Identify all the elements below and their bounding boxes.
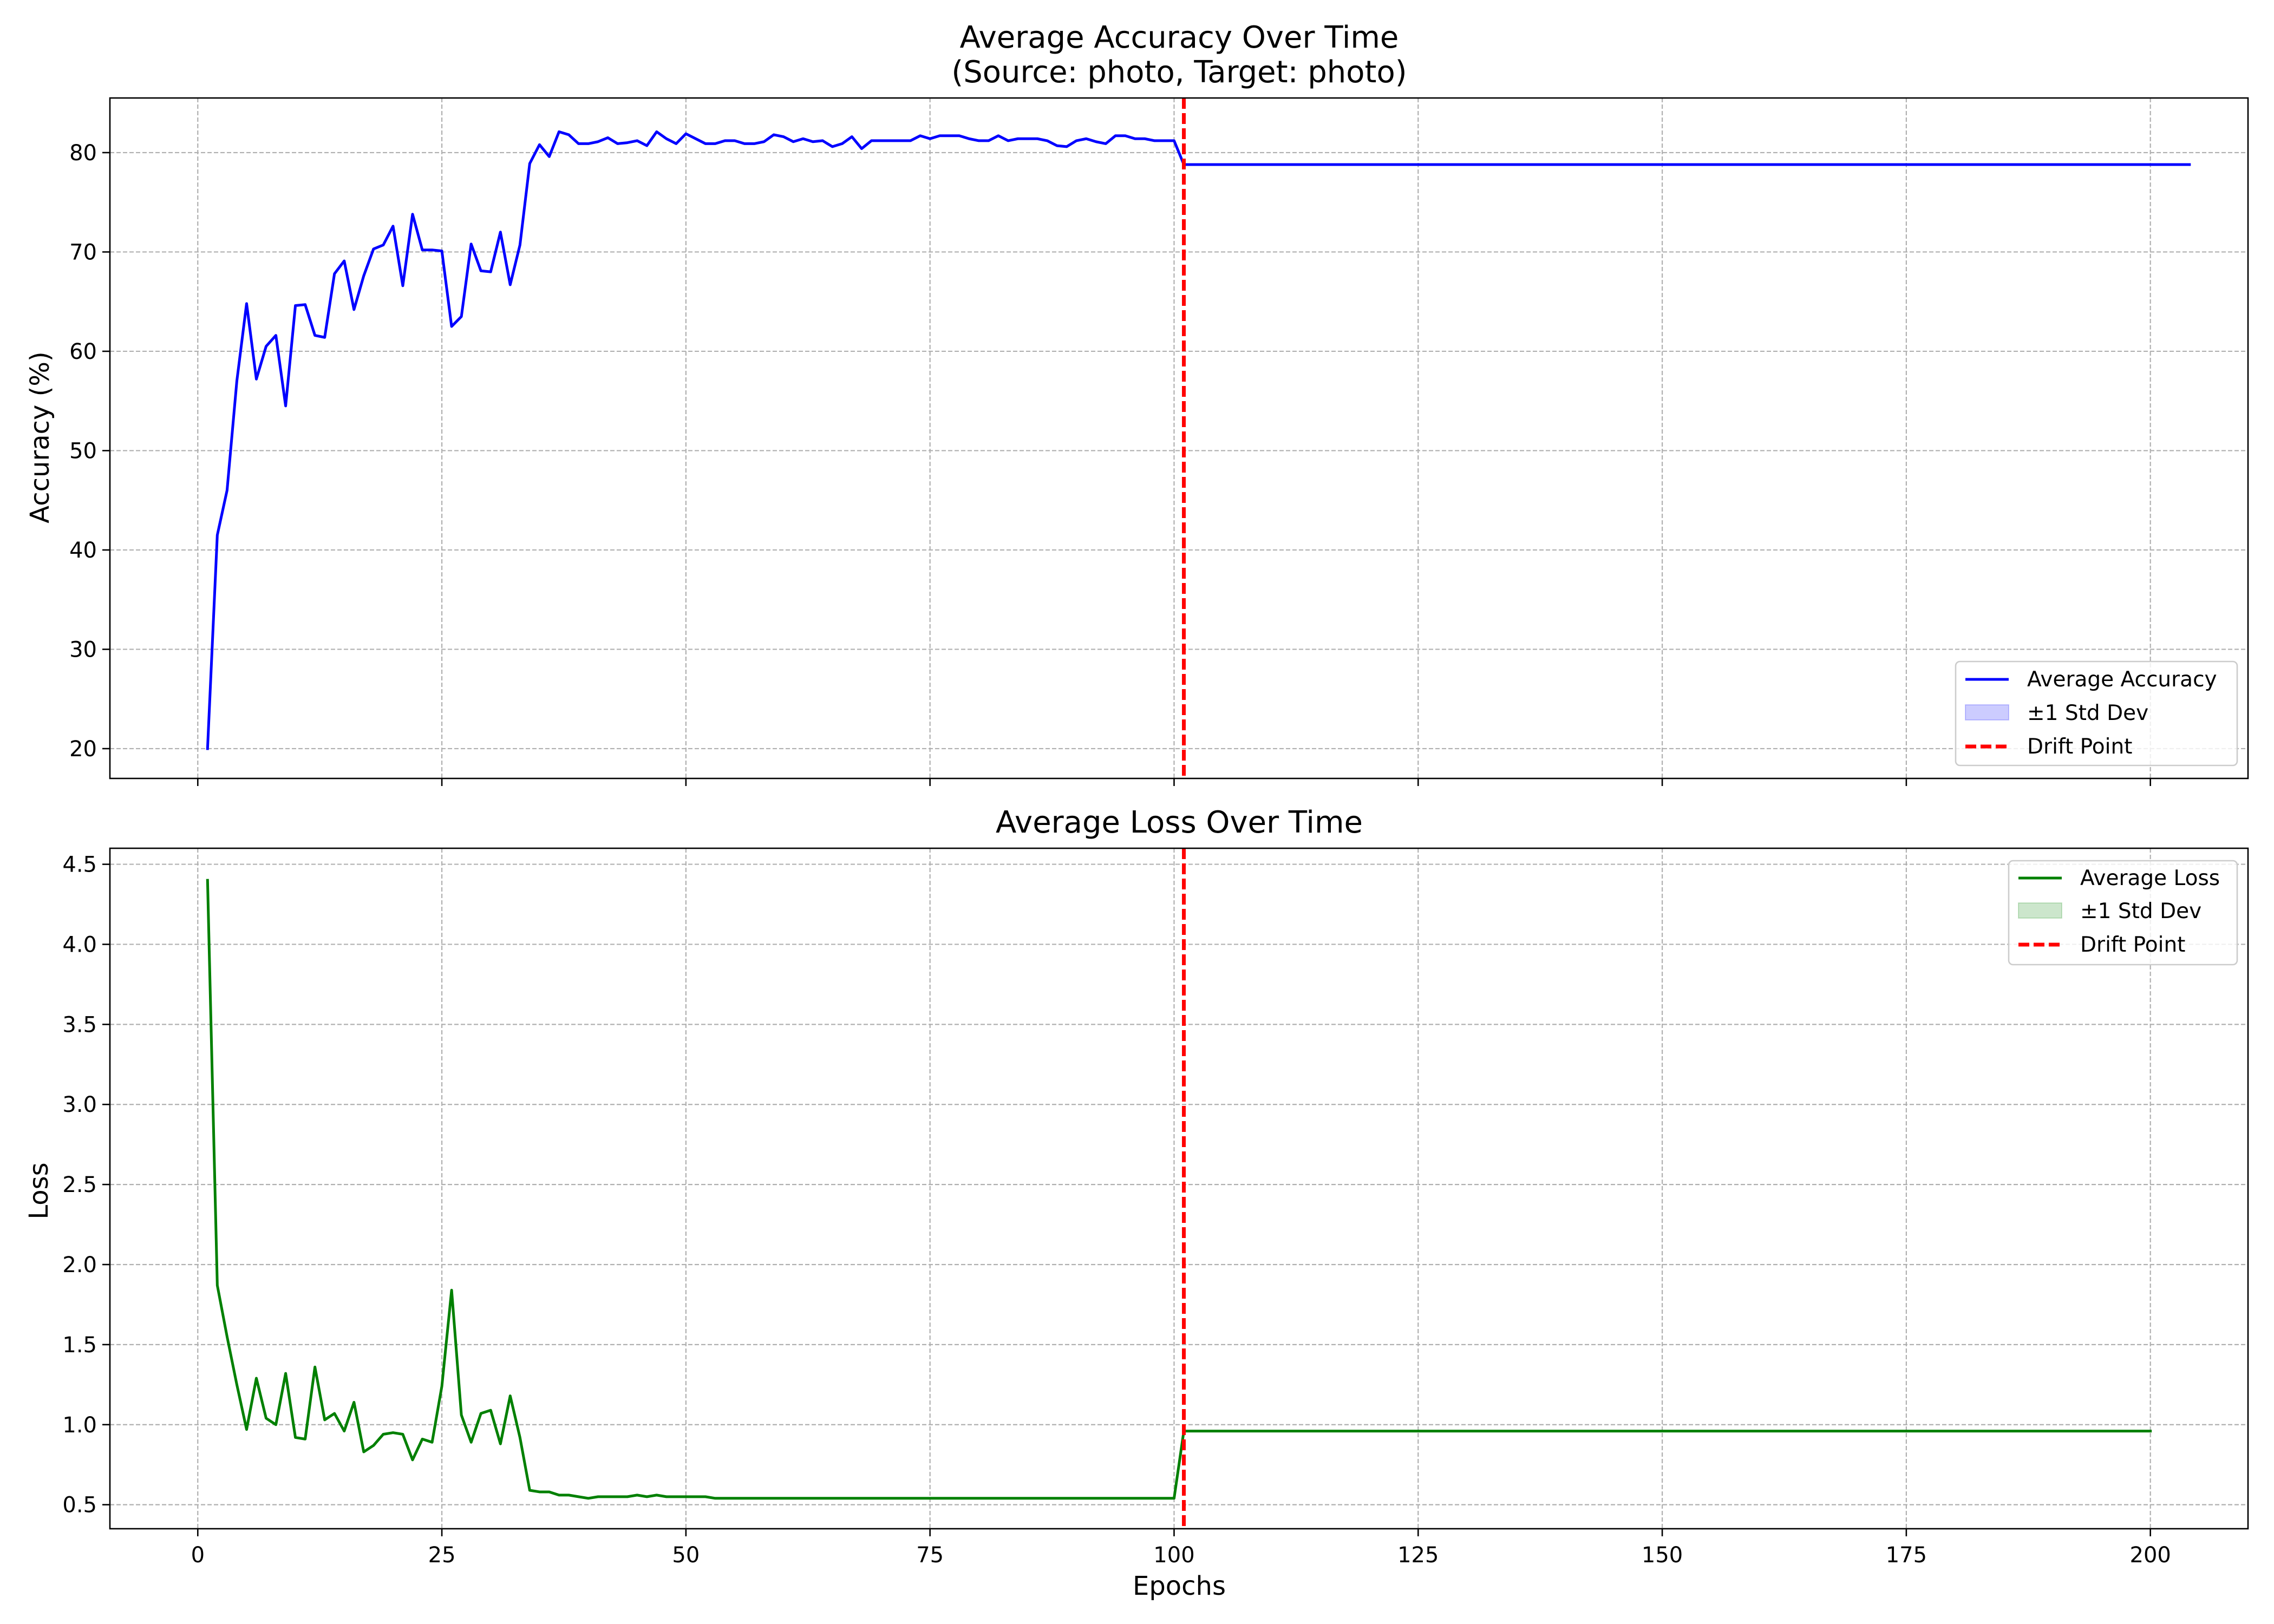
x-tick-label: 100 <box>1153 1543 1194 1568</box>
x-tick-label: 25 <box>428 1543 456 1568</box>
loss-y-tick-label: 4.0 <box>62 932 97 957</box>
accuracy-series <box>206 130 2191 750</box>
legend-accuracy-std-label: ±1 Std Dev <box>2027 701 2148 725</box>
loss-panel: 0.5 1.0 1.5 2.0 2.5 3.0 3.5 4.0 4.5 Average Loss… <box>24 805 2249 1536</box>
accuracy-axes-frame <box>109 97 2249 780</box>
x-tick-labels: 0 25 50 75 100 125 150 175 200 <box>191 1543 2171 1568</box>
loss-y-tick-label: 2.0 <box>62 1253 97 1278</box>
x-tick-label: 200 <box>2130 1543 2171 1568</box>
loss-grid <box>110 848 2248 1529</box>
accuracy-y-tick-label: 80 <box>69 141 97 166</box>
loss-legend-box <box>2008 860 2238 966</box>
accuracy-y-tick-label: 50 <box>69 438 97 463</box>
accuracy-legend-box <box>1955 660 2238 767</box>
accuracy-y-tick-label: 40 <box>69 538 97 563</box>
loss-ticks: 0.5 1.0 1.5 2.0 2.5 3.0 3.5 4.0 4.5 <box>62 853 2151 1536</box>
loss-y-tick-label: 2.5 <box>62 1173 97 1197</box>
legend-accuracy-std-swatch <box>1965 704 2009 721</box>
loss-title: Average Loss Over Time <box>996 805 1363 840</box>
x-tick-label: 0 <box>191 1543 205 1568</box>
loss-y-tick-label: 0.5 <box>62 1493 97 1518</box>
loss-axes-frame <box>109 847 2249 1530</box>
legend-loss-std-swatch <box>2018 902 2062 919</box>
x-tick-label: 125 <box>1397 1543 1439 1568</box>
legend-loss-std-label: ±1 Std Dev <box>2080 899 2201 924</box>
loss-y-tick-label: 1.5 <box>62 1333 97 1358</box>
accuracy-y-tick-label: 60 <box>69 339 97 364</box>
x-tick-label: 75 <box>916 1543 944 1568</box>
legend-average-accuracy-label: Average Accuracy <box>2027 667 2217 692</box>
loss-y-tick-label: 1.0 <box>62 1413 97 1438</box>
accuracy-legend: Average Accuracy ±1 Std Dev Drift Point <box>1955 660 2238 767</box>
accuracy-panel: 20 30 40 50 60 70 80 Average Accuracy Over Tim… <box>25 20 2249 786</box>
accuracy-y-axis-label: Accuracy (%) <box>25 351 55 523</box>
loss-y-axis-label: Loss <box>24 1162 54 1219</box>
x-tick-label: 150 <box>1642 1543 1683 1568</box>
x-axis-label: Epochs <box>1133 1571 1226 1601</box>
accuracy-y-tick-label: 20 <box>69 737 97 762</box>
accuracy-subtitle: (Source: photo, Target: photo) <box>951 55 1407 90</box>
legend-average-loss-label: Average Loss <box>2080 866 2220 890</box>
accuracy-ticks: 20 30 40 50 60 70 80 <box>69 141 2151 786</box>
legend-loss-drift-label: Drift Point <box>2080 933 2185 957</box>
x-tick-label: 50 <box>672 1543 700 1568</box>
accuracy-grid <box>110 98 2248 778</box>
x-tick-label: 175 <box>1886 1543 1927 1568</box>
loss-y-tick-label: 3.5 <box>62 1012 97 1037</box>
accuracy-y-tick-label: 70 <box>69 240 97 265</box>
loss-legend: Average Loss ±1 Std Dev Drift Point <box>2008 860 2238 966</box>
loss-y-tick-label: 4.5 <box>62 853 97 878</box>
accuracy-series-line <box>206 130 2191 750</box>
loss-series <box>206 879 2152 1500</box>
accuracy-y-tick-label: 30 <box>69 637 97 662</box>
loss-y-tick-label: 3.0 <box>62 1092 97 1117</box>
loss-series-line <box>206 879 2152 1500</box>
legend-accuracy-drift-label: Drift Point <box>2027 735 2132 759</box>
accuracy-title: Average Accuracy Over Time <box>960 20 1399 55</box>
